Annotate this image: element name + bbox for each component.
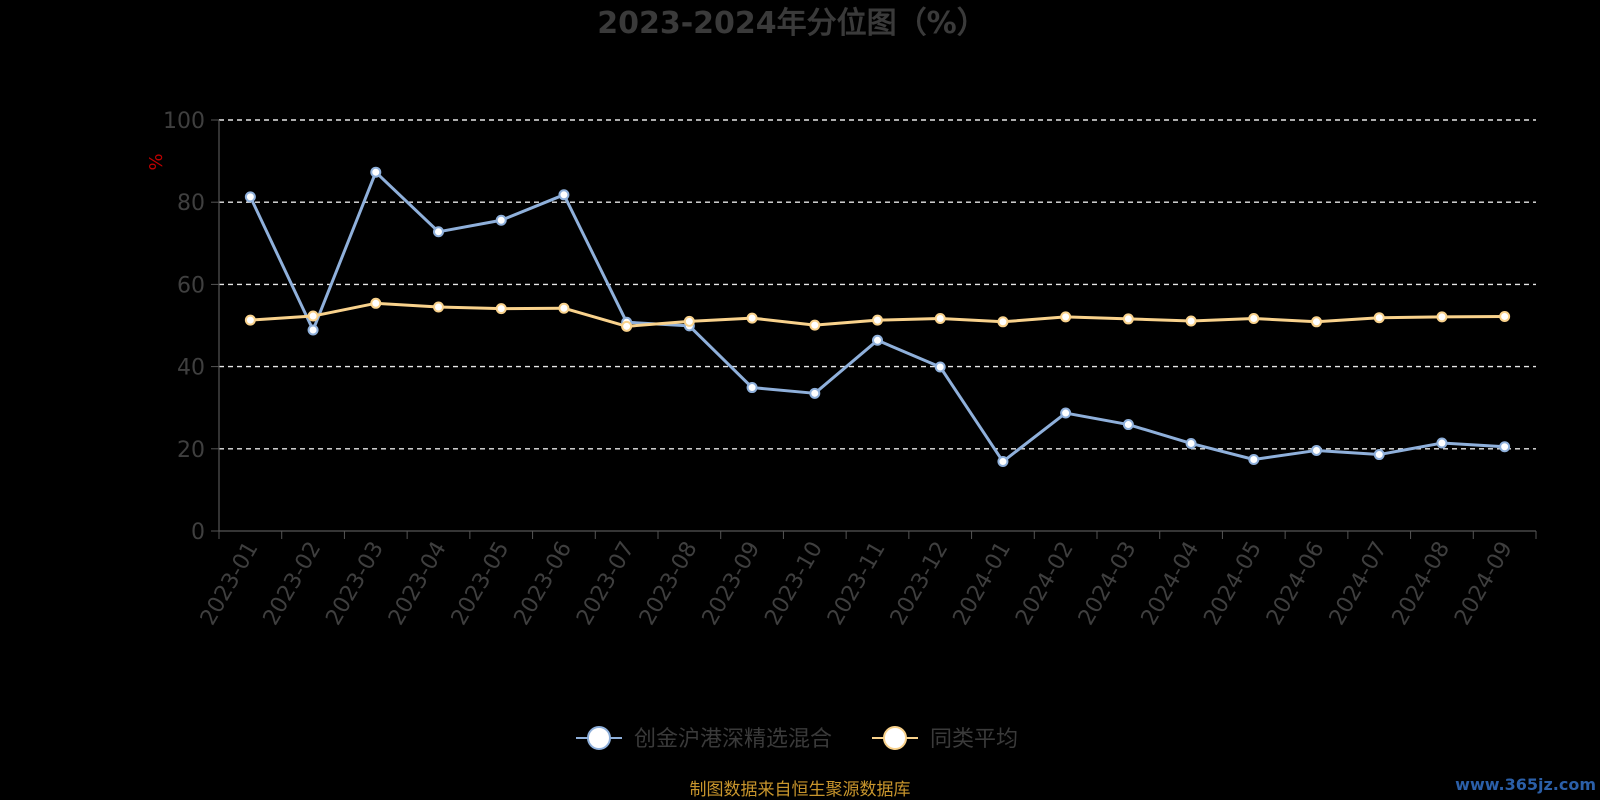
series-1-point: [683, 315, 695, 327]
y-tick-label: 20: [177, 438, 205, 463]
series-1-point: [746, 312, 758, 324]
series-1-point: [621, 320, 633, 332]
x-tick-label: 2023-06: [510, 538, 578, 630]
x-tick-label: 2024-02: [1011, 538, 1079, 630]
series-0-point: [934, 361, 946, 373]
x-tick-label: 2023-01: [196, 538, 264, 630]
series-1-point: [433, 301, 444, 313]
series-1-point: [872, 314, 883, 326]
chart-title: 2023-2024年分位图（%）: [597, 6, 987, 41]
series-0-point: [1248, 453, 1260, 465]
y-tick-label: 0: [191, 520, 205, 545]
gridlines: [219, 119, 1536, 450]
site-watermark: www.365jz.com: [1455, 775, 1596, 794]
series-0-point: [558, 189, 570, 201]
axes: [211, 119, 1537, 539]
x-tick-label: 2023-03: [321, 538, 389, 630]
series-1-point: [495, 303, 507, 315]
series-1-point: [558, 302, 570, 314]
x-tick-label: 2024-03: [1074, 538, 1142, 630]
x-tick-label: 2023-07: [572, 538, 640, 630]
x-tick-label: 2023-11: [823, 538, 891, 630]
series-1-point: [370, 297, 382, 309]
series-1-point: [1248, 313, 1260, 325]
series-0-point: [1499, 441, 1511, 453]
legend-fund-label: 创金沪港深精选混合: [634, 727, 832, 752]
y-tick-label: 60: [177, 273, 205, 298]
series-1-point: [1060, 311, 1072, 323]
series-1-point: [244, 314, 256, 326]
x-tick-label: 2024-04: [1137, 538, 1205, 630]
x-tick-label: 2024-06: [1262, 538, 1330, 630]
x-tick-labels: 2023-012023-022023-032023-042023-052023-…: [196, 538, 1518, 630]
y-tick-label: 80: [177, 191, 205, 216]
legend-item-fund[interactable]: 创金沪港深精选混合: [576, 726, 832, 752]
x-tick-label: 2023-05: [447, 538, 515, 630]
legend-average-label: 同类平均: [930, 727, 1018, 752]
series-1-point: [1122, 313, 1134, 325]
x-tick-label: 2024-08: [1388, 538, 1456, 630]
x-tick-label: 2023-04: [384, 538, 452, 630]
data-source-note: 制图数据来自恒生聚源数据库: [690, 780, 911, 800]
series-0-point: [307, 324, 319, 336]
x-tick-label: 2023-10: [760, 538, 828, 630]
series-0-point: [370, 166, 382, 178]
series-lines: [244, 166, 1511, 468]
x-tick-label: 2024-09: [1450, 538, 1518, 630]
x-tick-label: 2024-07: [1325, 538, 1393, 630]
series-0-point: [809, 387, 821, 399]
series-1-point: [1311, 316, 1322, 328]
series-0-point: [1311, 444, 1322, 456]
x-tick-label: 2024-01: [949, 538, 1017, 630]
series-0-point: [997, 456, 1009, 468]
series-1-point: [809, 319, 821, 331]
series-1-point: [1436, 311, 1448, 323]
series-0-point: [244, 191, 256, 203]
legend-fund-marker-icon: [587, 726, 611, 750]
series-0-point: [1436, 437, 1448, 449]
y-tick-labels: 0 20 40 60 80 100: [163, 109, 205, 545]
y-axis-label: %: [146, 153, 167, 170]
x-tick-label: 2023-12: [886, 538, 954, 630]
series-1-point: [934, 313, 946, 325]
legend-average-marker-icon: [883, 726, 907, 750]
series-0-point: [746, 382, 758, 394]
series-0-point: [1373, 449, 1385, 461]
series-0-point: [872, 334, 883, 346]
legend-item-average[interactable]: 同类平均: [872, 726, 1018, 752]
series-1-point: [1373, 312, 1385, 324]
legend: 创金沪港深精选混合 同类平均: [576, 726, 1018, 752]
series-0-point: [1122, 419, 1134, 431]
series-0-point: [1060, 407, 1072, 419]
y-tick-label: 40: [177, 356, 205, 381]
x-tick-label: 2023-09: [698, 538, 766, 630]
series-0-point: [495, 214, 507, 226]
series-0-point: [433, 226, 444, 238]
series-1-point: [1499, 310, 1511, 322]
y-tick-label: 100: [163, 109, 205, 134]
series-1-point: [997, 316, 1009, 328]
series-0-point: [1185, 437, 1197, 449]
series-1-point: [307, 310, 319, 322]
series-1-point: [1185, 315, 1197, 327]
x-tick-label: 2023-08: [635, 538, 703, 630]
x-tick-label: 2024-05: [1199, 538, 1267, 630]
x-tick-label: 2023-02: [259, 538, 327, 630]
